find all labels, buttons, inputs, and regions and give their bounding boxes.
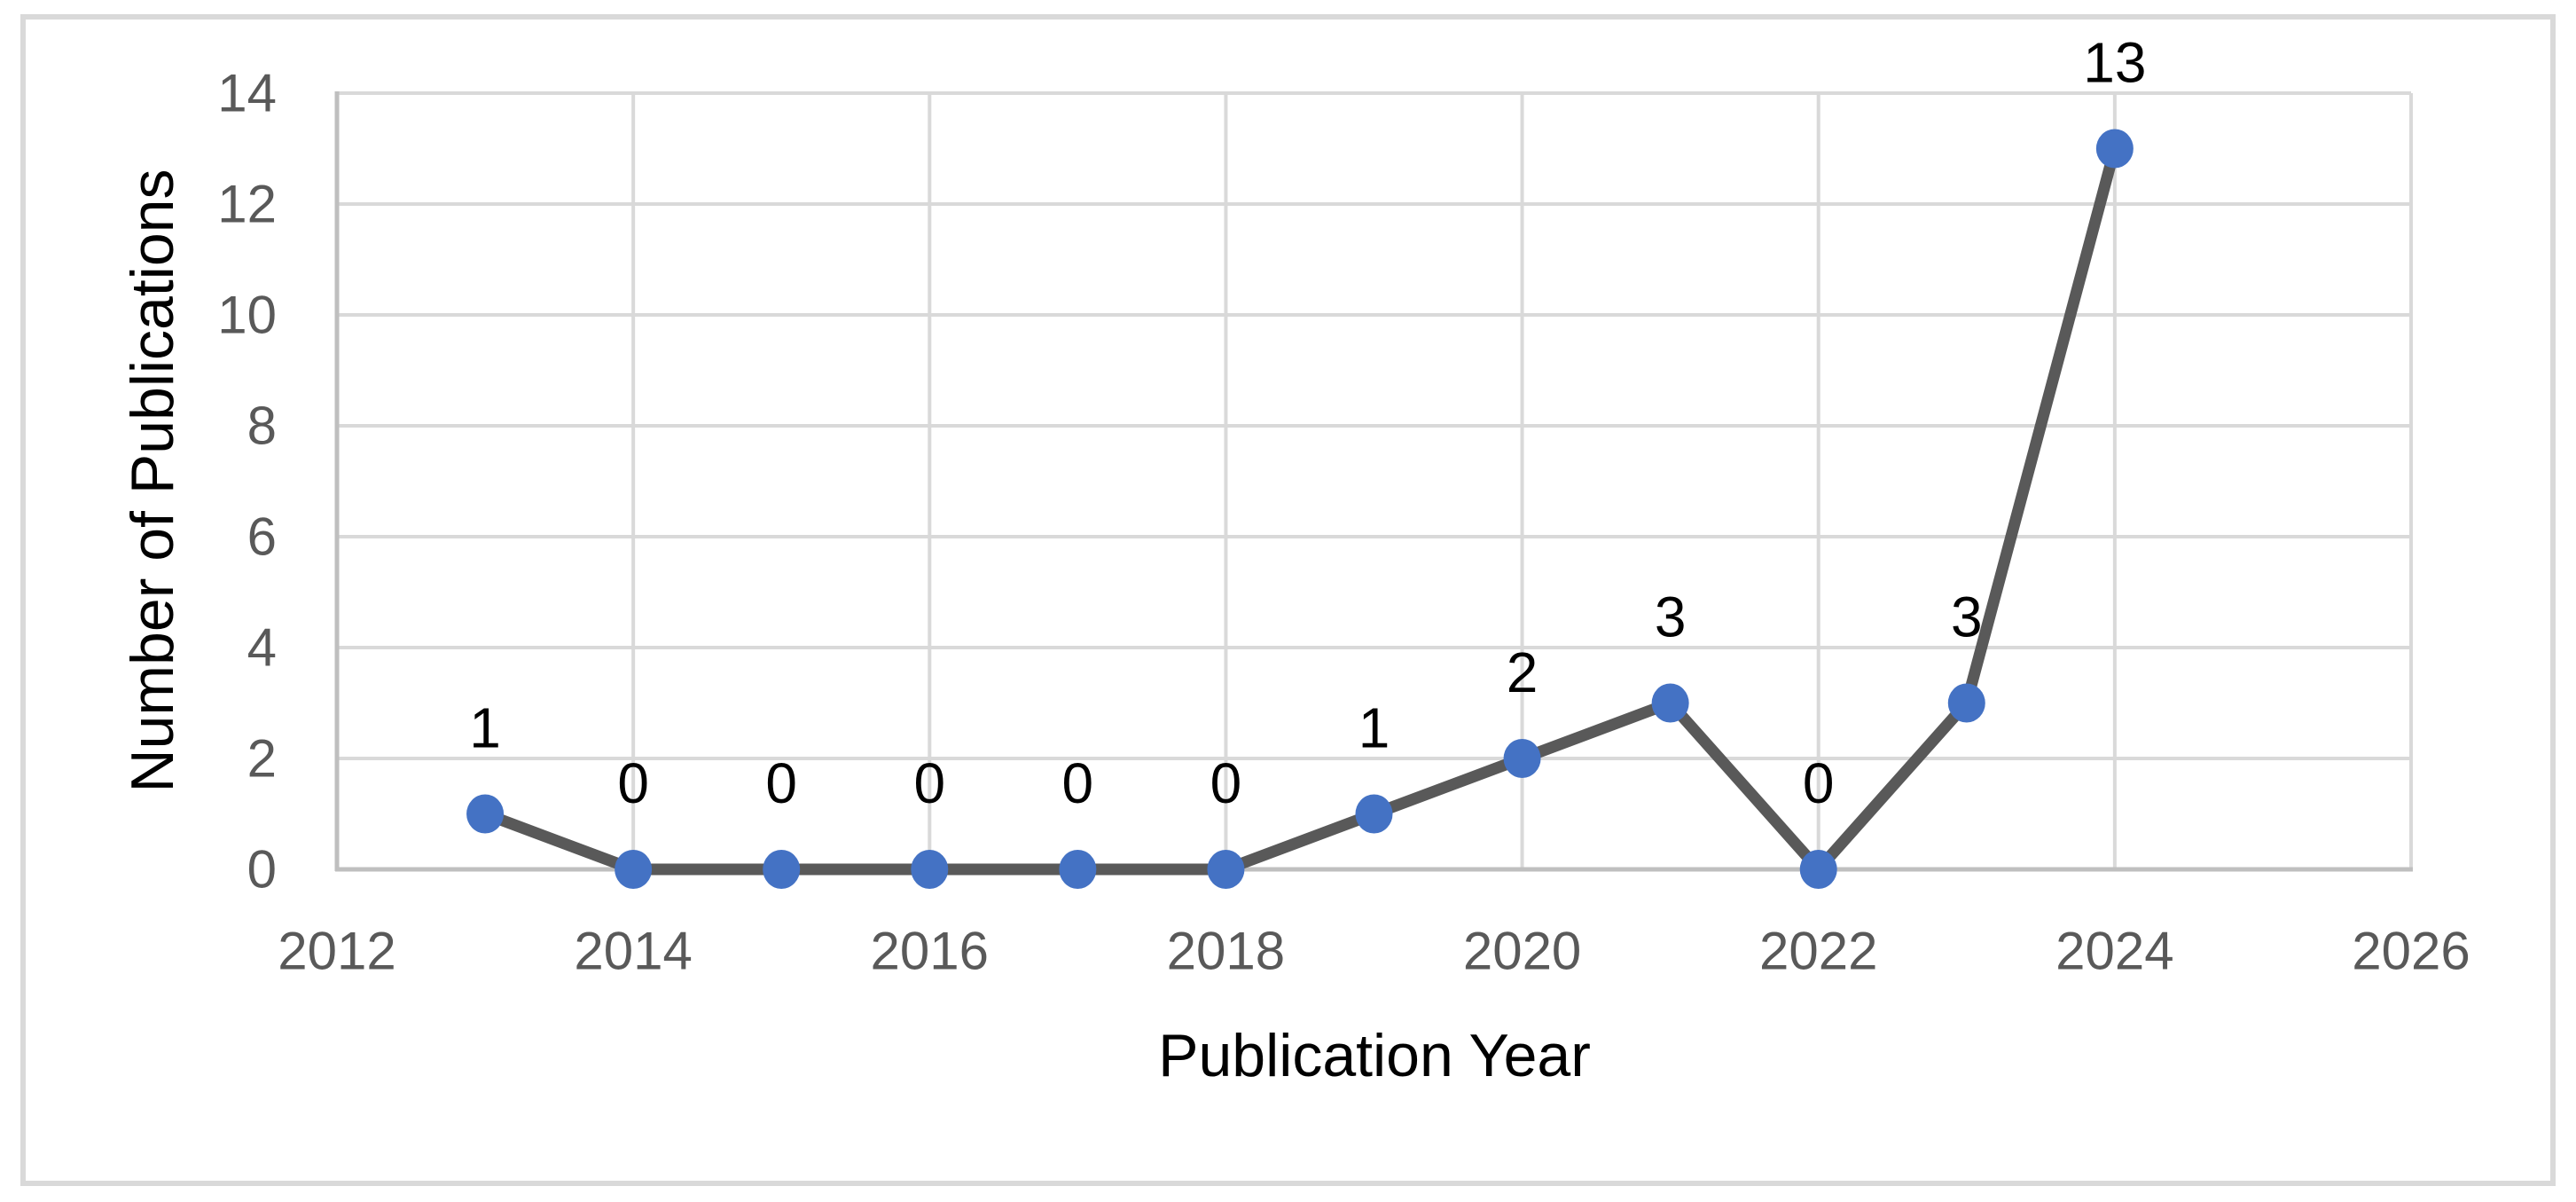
x-tick-label-2024: 2024 [2055, 922, 2173, 981]
data-point-marker-2013 [466, 794, 505, 834]
data-label-2021: 3 [1655, 585, 1687, 649]
x-tick-label-2016: 2016 [871, 922, 989, 981]
x-tick-label-2026: 2026 [2352, 922, 2470, 981]
data-point-marker-2023 [1947, 683, 1985, 723]
data-point-marker-2018 [1207, 850, 1245, 889]
series-line [479, 143, 2121, 876]
data-label-2016: 0 [913, 751, 945, 815]
x-tick-label-2018: 2018 [1167, 922, 1285, 981]
data-point-marker-2014 [615, 850, 653, 889]
y-tick-label-12: 12 [217, 175, 277, 234]
data-point-markers [466, 129, 2134, 889]
data-label-2023: 3 [1951, 585, 1983, 649]
y-axis-title: Number of Publications [119, 169, 186, 793]
chart-frame-border [20, 14, 2556, 1186]
data-point-marker-2022 [1799, 850, 1837, 889]
data-labels: 1 0 0 0 0 0 1 2 3 0 3 13 [469, 31, 2146, 816]
data-label-2014: 0 [617, 751, 649, 815]
data-point-marker-2017 [1059, 850, 1097, 889]
data-point-marker-2024 [2095, 129, 2134, 169]
data-point-marker-2019 [1355, 794, 1393, 834]
y-tick-label-2: 2 [247, 729, 277, 789]
y-tick-label-6: 6 [247, 507, 277, 567]
data-point-marker-2016 [911, 850, 949, 889]
data-label-2020: 2 [1507, 640, 1539, 704]
x-tick-label-2012: 2012 [278, 922, 395, 981]
y-tick-labels: 0 2 4 6 8 10 12 14 [217, 64, 277, 900]
y-tick-label-10: 10 [217, 286, 277, 345]
x-tick-label-2022: 2022 [1759, 922, 1877, 981]
data-label-2017: 0 [1062, 751, 1094, 815]
x-tick-label-2014: 2014 [574, 922, 692, 981]
y-tick-label-4: 4 [247, 618, 277, 678]
x-tick-label-2020: 2020 [1463, 922, 1581, 981]
data-label-2022: 0 [1803, 751, 1835, 815]
data-label-2013: 1 [469, 696, 501, 760]
data-point-marker-2021 [1651, 683, 1689, 723]
data-point-marker-2020 [1503, 739, 1541, 778]
y-tick-label-0: 0 [247, 840, 277, 900]
data-label-2019: 1 [1358, 696, 1390, 760]
y-tick-label-8: 8 [247, 397, 277, 456]
x-tick-labels: 2012 2014 2016 2018 2020 2022 2024 2026 [278, 922, 2470, 981]
data-point-marker-2015 [763, 850, 801, 889]
data-label-2018: 0 [1210, 751, 1242, 815]
y-tick-label-14: 14 [217, 64, 277, 123]
data-label-2015: 0 [765, 751, 797, 815]
data-label-2024: 13 [2083, 31, 2146, 95]
x-axis-title: Publication Year [1158, 1022, 1591, 1089]
